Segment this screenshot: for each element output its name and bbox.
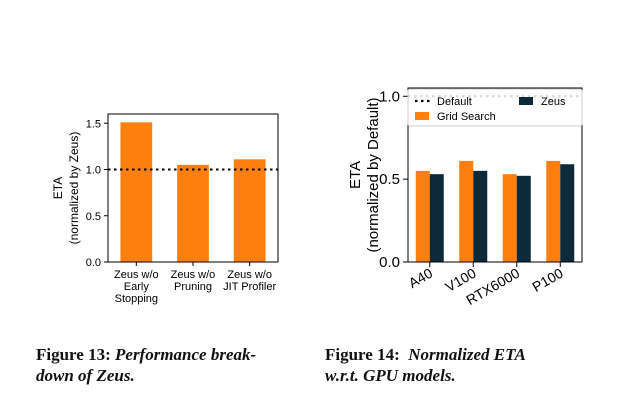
plot-frame-fig14	[407, 87, 583, 263]
ytick-label-fig14-2: 1.0	[379, 88, 400, 105]
caption-fig14-label: Figure 14:	[325, 345, 400, 364]
legend-label-default: Default	[437, 96, 472, 108]
caption-fig13-line2: down of Zeus.	[36, 366, 135, 385]
bar-fig14-s0-0	[415, 170, 430, 262]
ytick-label-fig13-2: 1.0	[86, 165, 101, 177]
ytick-label-fig14-1: 0.5	[379, 171, 400, 188]
ytick-label-fig13-1: 0.5	[86, 211, 101, 223]
bar-fig14-s1-3	[560, 164, 575, 262]
ylabel-line-fig13-0: ETA	[51, 177, 65, 199]
ytick-label-fig13-0: 0.0	[86, 257, 101, 269]
caption-fig13: Figure 13: Performance break- down of Ze…	[36, 344, 306, 386]
bar-fig14-s1-2	[516, 175, 531, 262]
caption-fig13-label: Figure 13:	[36, 345, 111, 364]
xtick-label-fig13-1: Zeus w/o Pruning	[171, 269, 216, 293]
ytick-label-fig13-3: 1.5	[86, 118, 101, 130]
xtick-label-fig13-2: Zeus w/o JIT Profiler	[223, 269, 276, 293]
ylabel-line-fig14-1: (normalized by Default)	[365, 97, 382, 252]
caption-fig14: Figure 14: Normalized ETA w.r.t. GPU mod…	[325, 344, 605, 386]
xtick-line-fig13-1-1: Pruning	[174, 281, 212, 293]
xtick-label-fig14-0: A40	[406, 265, 436, 291]
xtick-line-fig13-0-1: Early	[124, 281, 150, 293]
legend-label-zeus: Zeus	[541, 96, 566, 108]
xtick-line-fig13-0-2: Stopping	[115, 293, 158, 305]
xtick-line-fig13-2-1: JIT Profiler	[223, 281, 276, 293]
legend-swatch-grid-search	[415, 112, 429, 120]
xtick-label-fig14-3: P100	[529, 265, 566, 295]
legend-fig14: Default Grid Search Zeus	[407, 88, 583, 127]
bar-fig14-s0-3	[546, 160, 561, 262]
ylabel-line-fig14-0: ETA	[347, 161, 364, 189]
legend-box-fig14	[407, 88, 583, 127]
bar-fig14-s1-0	[429, 174, 444, 262]
bar-fig14-s1-1	[473, 170, 488, 262]
legend-swatch-zeus	[519, 97, 533, 105]
xtick-line-fig13-2-0: Zeus w/o	[227, 269, 272, 281]
bar-fig14-s0-2	[502, 174, 517, 262]
legend-label-grid-search: Grid Search	[437, 111, 496, 123]
bar-fig13-2	[233, 159, 266, 262]
caption-fig14-line1: Normalized ETA	[408, 345, 526, 364]
ylabel-fig13: ETA (normalized by Zeus)	[51, 132, 81, 245]
ylabel-fig14: ETA(normalized by Default)	[347, 97, 382, 252]
caption-fig13-line1: Performance break-	[115, 345, 257, 364]
xtick-line-fig13-0-0: Zeus w/o	[114, 269, 159, 281]
ytick-label-fig14-0: 0.0	[379, 254, 400, 271]
xtick-line-fig13-1-0: Zeus w/o	[171, 269, 216, 281]
bar-fig13-1	[177, 164, 209, 262]
xtick-label-fig13-0: Zeus w/o Early Stopping	[114, 269, 159, 305]
caption-fig14-line2: w.r.t. GPU models.	[325, 366, 456, 385]
ylabel-line-fig13-1: (normalized by Zeus)	[67, 132, 81, 245]
bar-fig13-0	[120, 122, 153, 262]
bar-fig14-s0-1	[459, 160, 474, 262]
